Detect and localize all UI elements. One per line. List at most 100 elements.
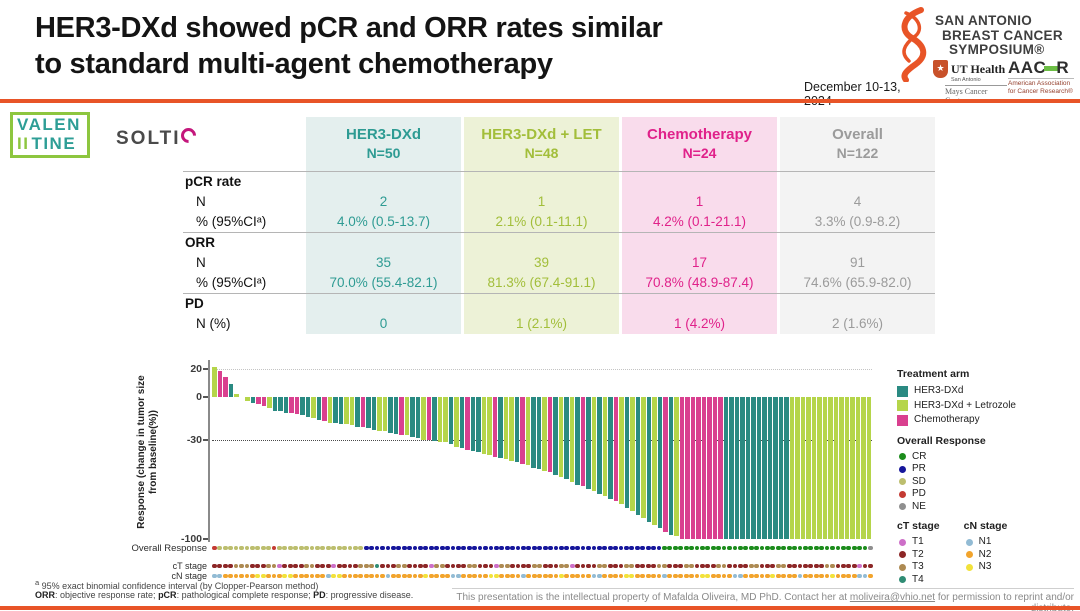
waterfall-bar: [278, 397, 283, 412]
cn-dot: [564, 573, 570, 579]
response-dot: [824, 545, 830, 551]
cn-stage-legend: cN stage N1 N2 N3: [964, 513, 1008, 586]
response-dot: [868, 545, 873, 551]
legend-stage-item: T2: [897, 549, 940, 562]
waterfall-bar: [393, 397, 399, 434]
waterfall-bar: [349, 397, 355, 426]
solti-logo: SOLTI: [116, 124, 199, 150]
table-row-label: N: [196, 194, 206, 209]
cn-dot: [765, 573, 770, 579]
cn-dot: [580, 573, 586, 579]
response-dot: [569, 545, 575, 551]
table-row-label: ORR: [185, 235, 215, 250]
waterfall-bar: [476, 397, 481, 453]
table-cell: 35: [375, 255, 392, 270]
response-dot: [293, 545, 299, 551]
ct-dot: [510, 563, 515, 569]
ct-dot: [651, 563, 656, 569]
y-tick-mark: [203, 538, 208, 540]
response-dot: [515, 545, 521, 551]
cn-stage-title: cN stage: [963, 520, 1008, 532]
cn-dot: [824, 573, 830, 579]
ct-dot: [493, 563, 499, 569]
cn-dot: [569, 573, 575, 579]
table-cell: [464, 233, 619, 253]
cn-dot: [868, 573, 873, 579]
waterfall-bar: [751, 397, 756, 539]
response-dot: [564, 545, 570, 551]
ct-dot: [239, 563, 244, 569]
response-dot: [298, 545, 304, 551]
response-dot: [374, 545, 380, 551]
legend-dot-icon: [899, 563, 906, 571]
cn-dot: [217, 573, 223, 579]
cn-dot: [407, 573, 412, 579]
ct-dot: [260, 563, 266, 569]
response-dot: [634, 545, 640, 551]
ct-dot: [217, 563, 223, 569]
cn-dot: [596, 573, 602, 579]
cn-dot: [277, 573, 282, 579]
abbreviation-text: pCR: [158, 590, 177, 600]
ct-stage-title: cT stage: [897, 520, 940, 532]
ct-dot: [396, 563, 402, 569]
ct-dot: [488, 563, 494, 569]
response-dot: [596, 545, 602, 551]
cn-dot: [526, 573, 532, 579]
legend-stage-label: N3: [978, 561, 992, 572]
waterfall-bar: [591, 397, 597, 491]
response-dot: [504, 545, 510, 551]
cn-dot: [358, 573, 364, 579]
table-cell: 70.0% (55.4-82.1): [329, 275, 438, 290]
ct-dot: [830, 563, 835, 569]
waterfall-bar: [338, 397, 344, 424]
contact-email-link[interactable]: moliveira@vhio.net: [849, 592, 936, 603]
cn-dot: [591, 573, 597, 579]
waterfall-bar: [256, 397, 261, 405]
table-cell: 17: [691, 255, 708, 270]
table-cell: [306, 233, 461, 253]
waterfall-bar: [322, 397, 327, 422]
waterfall-bar: [613, 397, 619, 501]
legend-arm-label: HER3-DXd + Letrozole: [914, 399, 1016, 411]
cn-dot: [624, 573, 629, 579]
ct-dot: [624, 563, 629, 569]
legend-stage-label: T1: [912, 536, 924, 547]
waterfall-bar: [525, 397, 531, 466]
table-cell: 74.6% (65.9-82.0): [803, 275, 912, 290]
waterfall-bar: [855, 397, 861, 539]
cn-dot: [233, 573, 239, 579]
ct-dot: [580, 563, 586, 569]
response-dot: [342, 545, 347, 551]
ct-dot: [228, 563, 234, 569]
response-dot: [390, 545, 396, 551]
cn-dot: [369, 573, 375, 579]
ct-dot: [244, 563, 250, 569]
ct-dot: [743, 563, 749, 569]
ct-dot: [271, 563, 277, 569]
response-dot: [369, 545, 375, 551]
waterfall-bar: [767, 397, 773, 539]
ct-dot: [499, 563, 505, 569]
response-dot: [618, 545, 624, 551]
waterfall-bar: [415, 397, 421, 439]
ct-dot: [586, 563, 591, 569]
ct-dot: [808, 563, 814, 569]
response-dot: [651, 545, 656, 551]
response-dot: [819, 545, 825, 551]
ct-dot: [374, 563, 380, 569]
table-separator: [183, 171, 935, 172]
response-dot: [212, 545, 217, 551]
legend-response-item: PR: [897, 463, 1077, 476]
response-dot: [683, 545, 689, 551]
ct-dot: [477, 563, 483, 569]
cn-dot: [694, 573, 700, 579]
waterfall-bar: [679, 397, 685, 539]
cn-dot: [418, 573, 423, 579]
cn-dot: [710, 573, 716, 579]
response-dot: [309, 545, 315, 551]
cn-dot: [662, 573, 667, 579]
legend-dot-icon: [899, 538, 906, 546]
legend-swatch-icon: [897, 385, 908, 397]
